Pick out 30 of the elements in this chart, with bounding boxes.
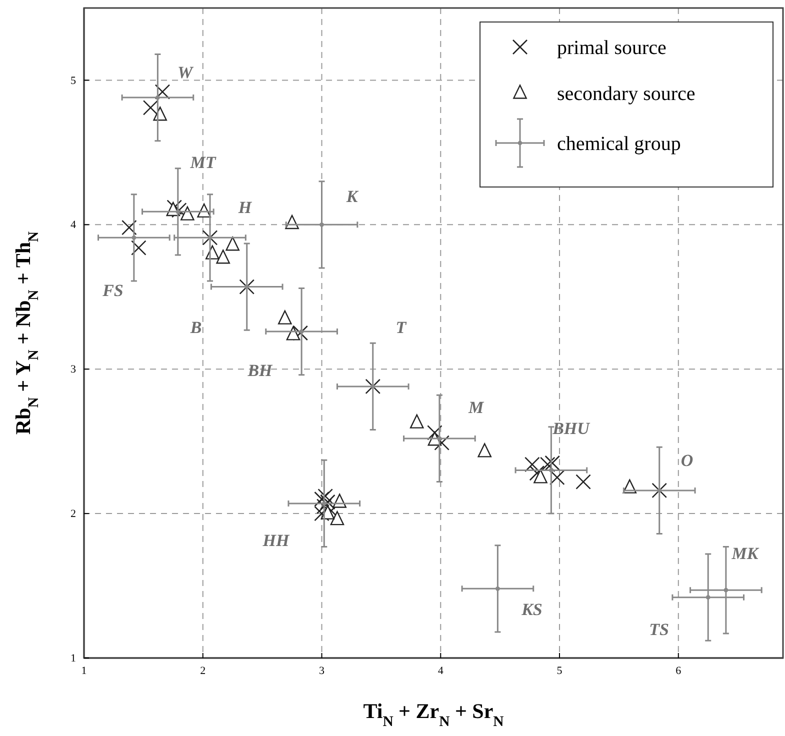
y-tick-label: 5: [70, 74, 76, 87]
y-tick-label: 4: [70, 219, 76, 232]
annotation: FS: [102, 280, 124, 300]
y-tick-label: 2: [70, 508, 76, 520]
x-tick-label: 2: [200, 664, 206, 677]
legend-label: chemical group: [557, 133, 681, 155]
x-tick-label: 4: [438, 664, 444, 677]
y-tick-label: 3: [70, 364, 76, 376]
annotation: M: [467, 398, 484, 417]
annotation: H: [237, 198, 252, 217]
annotation: K: [345, 186, 360, 206]
x-tick-label: 3: [319, 664, 326, 677]
annotation: HH: [262, 530, 290, 550]
annotation: KS: [520, 600, 542, 619]
annotation: B: [189, 318, 202, 337]
annotation: MT: [189, 152, 216, 172]
annotation: T: [396, 318, 407, 337]
annotation: O: [680, 450, 694, 470]
x-tick-label: 6: [676, 664, 682, 677]
annotation: BHU: [552, 418, 590, 438]
annotation: TS: [649, 620, 669, 639]
x-tick-label: 1: [81, 664, 87, 677]
legend-label: primal source: [557, 37, 667, 59]
y-tick-label: 1: [70, 652, 76, 665]
annotation: W: [177, 62, 194, 82]
x-axis-title: Ti$_{N}$ + Zr$_{N}$ + Sr$_{N}$: [363, 699, 504, 730]
annotation: BH: [246, 360, 274, 380]
legend-label: secondary source: [557, 83, 696, 105]
x-tick-label: 5: [556, 664, 563, 677]
annotation: MK: [730, 544, 760, 563]
